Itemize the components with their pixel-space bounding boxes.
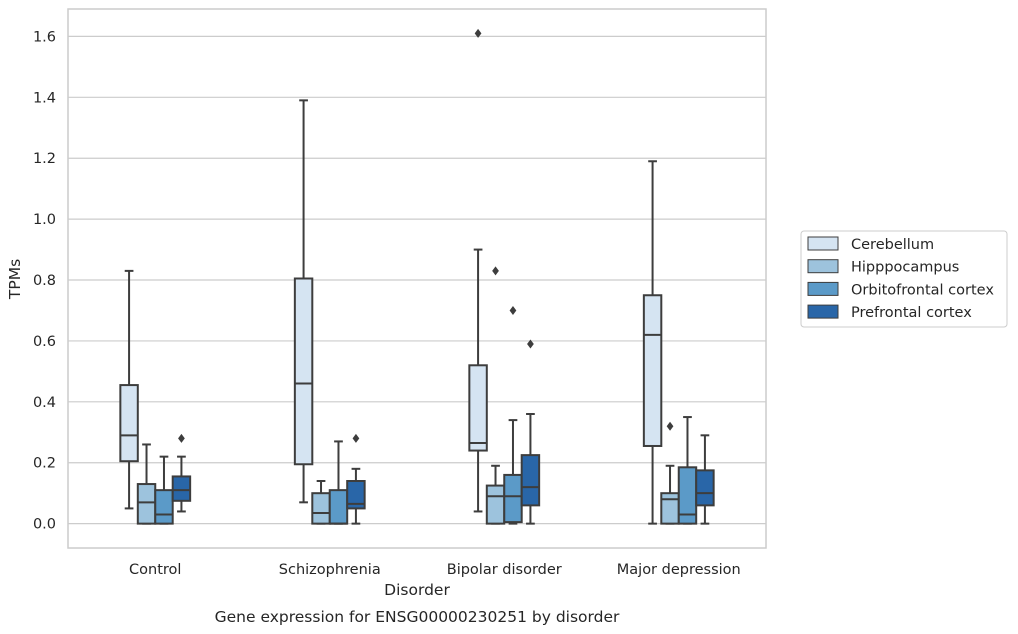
box-iqr bbox=[642, 294, 663, 447]
box-hipppocampus bbox=[311, 480, 331, 525]
y-tick-label: 1.4 bbox=[33, 90, 56, 106]
box-iqr bbox=[346, 480, 366, 510]
legend-label: Prefrontal cortex bbox=[851, 305, 972, 321]
legend-label: Hipppocampus bbox=[851, 260, 959, 276]
y-tick-label: 0.6 bbox=[33, 334, 56, 350]
legend-swatch bbox=[807, 259, 839, 274]
box-iqr bbox=[695, 469, 715, 507]
outlier-point bbox=[666, 421, 674, 431]
x-tick-label: Major depression bbox=[617, 562, 741, 578]
box-orbitofrontal-cortex bbox=[503, 305, 523, 525]
y-tick-label: 1.0 bbox=[33, 212, 56, 228]
y-tick-label: 0.2 bbox=[33, 456, 56, 472]
x-tick-label: Schizophrenia bbox=[279, 562, 381, 578]
box-cerebellum bbox=[293, 99, 314, 504]
y-axis-ticks: 0.0 0.2 0.4 0.6 0.8 1.0 1.2 1.4 1.6 bbox=[33, 29, 56, 532]
outlier-point bbox=[509, 305, 517, 315]
legend: Cerebellum Hipppocampus Orbitofrontal cort… bbox=[800, 230, 1008, 328]
box-iqr bbox=[311, 492, 331, 525]
box-prefrontal-cortex bbox=[520, 339, 541, 525]
legend-label: Cerebellum bbox=[851, 237, 934, 253]
box-prefrontal-cortex bbox=[171, 433, 192, 513]
x-axis-ticks: Control Schizophrenia Bipolar disorder Majo… bbox=[129, 562, 741, 578]
box-iqr bbox=[485, 484, 506, 525]
box-orbitofrontal-cortex bbox=[154, 455, 174, 525]
box-iqr bbox=[328, 489, 349, 525]
box-iqr bbox=[660, 492, 680, 525]
x-axis-label: Disorder bbox=[384, 581, 450, 599]
legend-swatch bbox=[807, 281, 839, 296]
box-iqr bbox=[293, 277, 314, 466]
y-tick-label: 1.2 bbox=[33, 151, 56, 167]
x-tick-label: Control bbox=[129, 562, 181, 578]
box-hipppocampus bbox=[136, 443, 157, 525]
box-prefrontal-cortex bbox=[346, 433, 366, 525]
box-orbitofrontal-cortex bbox=[677, 416, 698, 525]
outlier-point bbox=[492, 266, 499, 276]
box-cerebellum bbox=[468, 28, 488, 513]
legend-swatch bbox=[807, 236, 839, 251]
legend-frame bbox=[800, 230, 1008, 328]
y-tick-label: 0.0 bbox=[33, 517, 56, 533]
y-tick-label: 0.4 bbox=[33, 395, 56, 411]
boxes-layer bbox=[119, 28, 715, 525]
box-iqr bbox=[136, 483, 157, 525]
box-iqr bbox=[154, 489, 174, 525]
chart-caption: Gene expression for ENSG00000230251 by d… bbox=[215, 608, 620, 626]
box-iqr bbox=[503, 473, 523, 524]
box-iqr bbox=[468, 364, 488, 452]
grid-lines bbox=[68, 35, 766, 525]
box-cerebellum bbox=[119, 269, 139, 510]
y-axis-label: TPMs bbox=[6, 259, 24, 300]
box-cerebellum bbox=[642, 160, 663, 525]
box-prefrontal-cortex bbox=[695, 434, 715, 525]
plot-frame bbox=[67, 8, 767, 549]
outlier-point bbox=[178, 433, 185, 443]
legend-label: Orbitofrontal cortex bbox=[851, 282, 994, 298]
box-iqr bbox=[171, 475, 192, 502]
box-hipppocampus bbox=[485, 266, 506, 525]
x-tick-label: Bipolar disorder bbox=[447, 562, 562, 578]
outlier-point bbox=[474, 28, 482, 38]
y-tick-label: 0.8 bbox=[33, 273, 56, 289]
outlier-point bbox=[352, 433, 360, 443]
box-hipppocampus bbox=[660, 421, 680, 525]
box-iqr bbox=[119, 384, 139, 463]
box-orbitofrontal-cortex bbox=[328, 440, 349, 525]
outlier-point bbox=[527, 339, 534, 349]
box-iqr bbox=[520, 454, 541, 507]
legend-swatch bbox=[807, 304, 839, 319]
y-tick-label: 1.6 bbox=[33, 29, 56, 45]
